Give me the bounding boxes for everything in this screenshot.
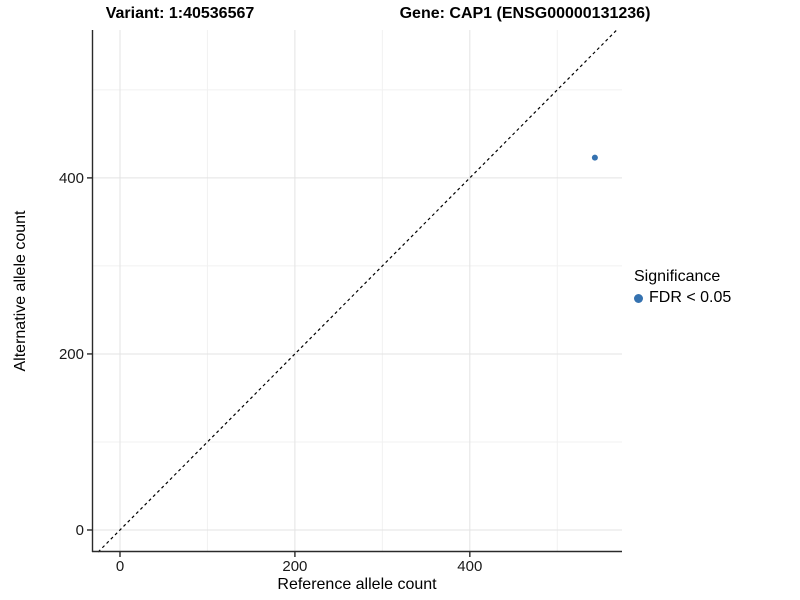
scatter-plot-canvas (87, 29, 622, 557)
y-tick-label: 400 (58, 169, 84, 187)
x-tick-label: 400 (457, 558, 483, 575)
plot-panel (87, 29, 622, 557)
plot-title-gene: Gene: CAP1 (ENSG00000131236) (399, 5, 651, 22)
data-point (591, 154, 598, 161)
plot-title-variant: Variant: 1:40536567 (105, 5, 255, 22)
identity-dashed-line (97, 29, 618, 553)
y-tick-label: 0 (75, 521, 84, 539)
legend-point-icon (634, 293, 643, 303)
y-tick-label: 200 (58, 345, 84, 363)
legend-entry: FDR < 0.05 (634, 289, 731, 307)
legend-entry-label: FDR < 0.05 (649, 289, 732, 306)
x-tick-label: 0 (115, 558, 125, 575)
x-tick-label: 200 (282, 558, 308, 575)
legend-title: Significance (634, 268, 721, 285)
legend: Significance FDR < 0.05 (634, 268, 731, 307)
x-axis-title: Reference allele count (277, 576, 437, 593)
